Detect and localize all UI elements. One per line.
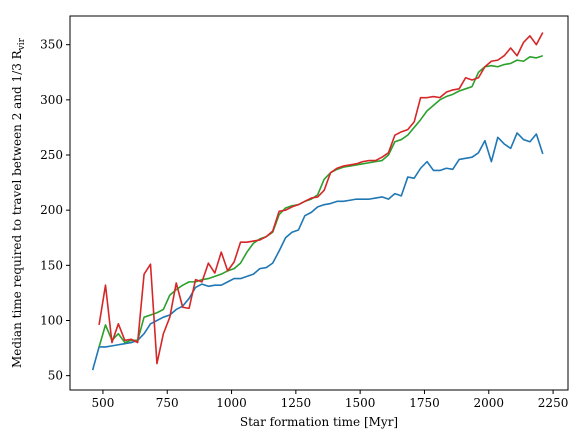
y-axis-label-text: Median time required to travel between 2… — [10, 49, 24, 368]
y-tick-label: 100 — [40, 313, 63, 327]
data-line — [91, 132, 544, 371]
y-axis-label: Median time required to travel between 2… — [10, 37, 27, 368]
x-tick-label: 2000 — [473, 396, 504, 410]
x-tick-label: 1250 — [281, 396, 312, 410]
x-tick-label: 1500 — [345, 396, 376, 410]
x-tick-label: 1750 — [409, 396, 440, 410]
x-axis-label: Star formation time [Myr] — [240, 415, 398, 429]
x-tick-label: 750 — [156, 396, 179, 410]
x-tick-label: 500 — [91, 396, 114, 410]
x-tick-label: 2250 — [538, 396, 569, 410]
y-tick-label: 200 — [40, 203, 63, 217]
plot-frame — [69, 15, 569, 391]
x-tick-label: 1000 — [216, 396, 247, 410]
y-tick-label: 250 — [40, 148, 63, 162]
data-line — [98, 54, 544, 348]
y-tick-label: 300 — [40, 93, 63, 107]
data-line — [98, 32, 544, 365]
y-tick-label: 50 — [48, 369, 63, 383]
y-axis-label-subscript: vir — [17, 37, 27, 51]
y-tick-label: 350 — [40, 38, 63, 52]
y-tick-label: 150 — [40, 258, 63, 272]
